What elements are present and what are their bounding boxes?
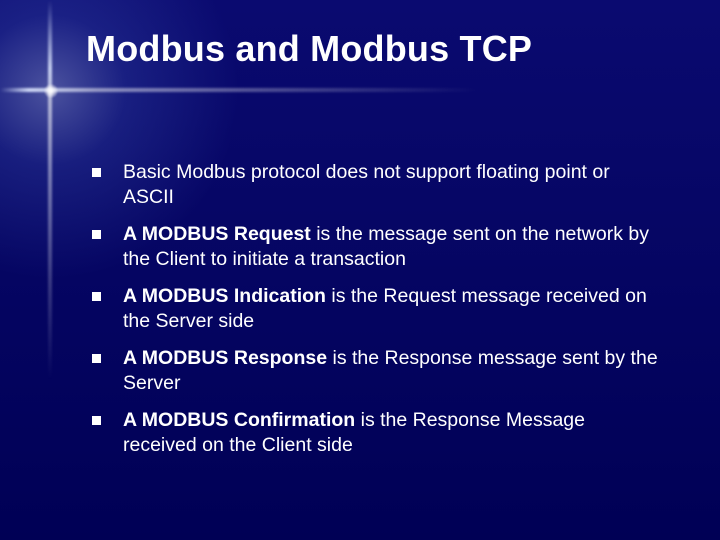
bullet-text: A MODBUS Indication is the Request messa…: [123, 284, 662, 334]
lensflare-vertical: [48, 0, 52, 380]
bullet-text: A MODBUS Response is the Response messag…: [123, 346, 662, 396]
square-bullet-icon: [92, 354, 101, 363]
bullet-text: A MODBUS Request is the message sent on …: [123, 222, 662, 272]
bullet-text: A MODBUS Confirmation is the Response Me…: [123, 408, 662, 458]
square-bullet-icon: [92, 230, 101, 239]
lensflare-core: [44, 84, 58, 98]
square-bullet-icon: [92, 168, 101, 177]
slide: Modbus and Modbus TCP Basic Modbus proto…: [0, 0, 720, 540]
bullet-bold: A MODBUS Confirmation: [123, 409, 355, 431]
bullet-item: A MODBUS Confirmation is the Response Me…: [92, 408, 662, 458]
slide-body: Basic Modbus protocol does not support f…: [92, 160, 662, 470]
lensflare-horizontal: [0, 88, 480, 92]
bullet-item: A MODBUS Indication is the Request messa…: [92, 284, 662, 334]
slide-title: Modbus and Modbus TCP: [86, 28, 532, 70]
bullet-bold: A MODBUS Response: [123, 347, 327, 369]
bullet-plain: Basic Modbus protocol does not support f…: [123, 161, 610, 208]
bullet-bold: A MODBUS Indication: [123, 285, 326, 307]
square-bullet-icon: [92, 292, 101, 301]
bullet-item: A MODBUS Response is the Response messag…: [92, 346, 662, 396]
bullet-item: A MODBUS Request is the message sent on …: [92, 222, 662, 272]
bullet-bold: A MODBUS Request: [123, 223, 311, 245]
bullet-text: Basic Modbus protocol does not support f…: [123, 160, 662, 210]
bullet-item: Basic Modbus protocol does not support f…: [92, 160, 662, 210]
square-bullet-icon: [92, 416, 101, 425]
